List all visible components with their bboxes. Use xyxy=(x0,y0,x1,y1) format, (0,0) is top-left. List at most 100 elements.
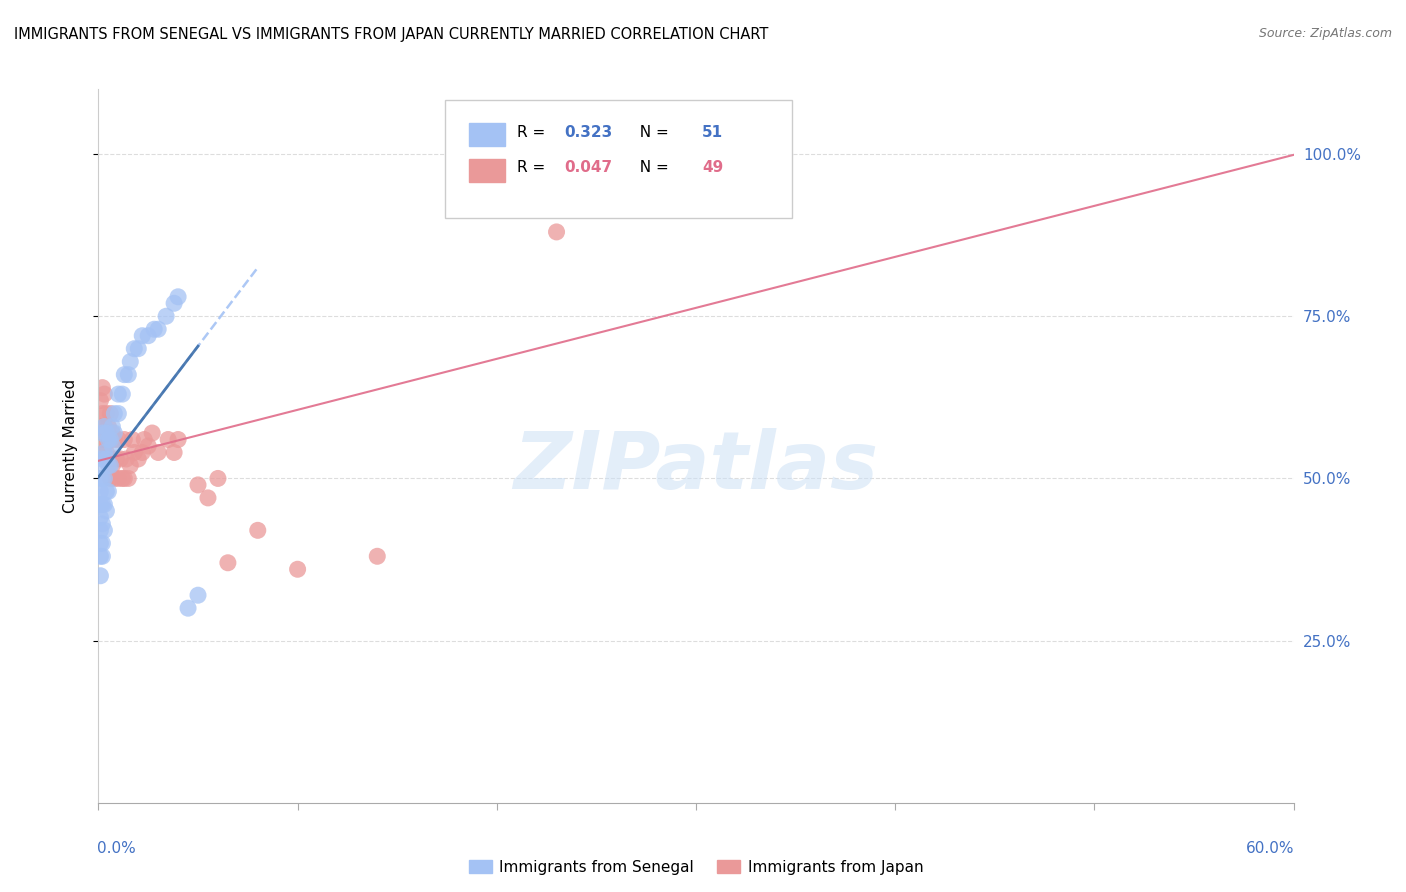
Point xyxy=(141,425,163,440)
Text: N =: N = xyxy=(630,125,673,139)
Point xyxy=(93,497,115,511)
Point xyxy=(89,549,111,564)
Point xyxy=(197,491,219,505)
Point xyxy=(91,433,114,447)
Point xyxy=(110,452,132,467)
Point xyxy=(107,407,129,421)
Point xyxy=(100,433,122,447)
Point xyxy=(287,562,309,576)
Point xyxy=(177,601,200,615)
Point xyxy=(157,433,180,447)
Point xyxy=(93,419,115,434)
Point xyxy=(100,407,122,421)
Point xyxy=(136,328,159,343)
Text: IMMIGRANTS FROM SENEGAL VS IMMIGRANTS FROM JAPAN CURRENTLY MARRIED CORRELATION C: IMMIGRANTS FROM SENEGAL VS IMMIGRANTS FR… xyxy=(14,27,769,42)
Point xyxy=(93,445,115,459)
Point xyxy=(366,549,388,564)
Text: R =: R = xyxy=(517,125,550,139)
Point xyxy=(89,458,111,473)
Text: 0.0%: 0.0% xyxy=(97,841,136,855)
Point xyxy=(91,381,114,395)
Point xyxy=(246,524,269,538)
Text: Source: ZipAtlas.com: Source: ZipAtlas.com xyxy=(1258,27,1392,40)
Point xyxy=(134,433,156,447)
Point xyxy=(107,387,129,401)
Point xyxy=(97,452,120,467)
Point xyxy=(91,407,114,421)
Point xyxy=(111,387,134,401)
Point xyxy=(127,452,149,467)
Point xyxy=(89,497,111,511)
Text: ZIPatlas: ZIPatlas xyxy=(513,428,879,507)
Text: 0.047: 0.047 xyxy=(565,161,613,175)
Point xyxy=(117,471,139,485)
Point xyxy=(112,433,135,447)
Point xyxy=(91,536,114,550)
Point xyxy=(187,588,209,602)
Point xyxy=(115,452,138,467)
Point xyxy=(148,445,170,459)
Point xyxy=(155,310,177,324)
Point xyxy=(143,322,166,336)
Point xyxy=(163,445,186,459)
Point xyxy=(97,484,120,499)
Point xyxy=(89,510,111,524)
Point xyxy=(96,407,118,421)
FancyBboxPatch shape xyxy=(470,159,505,182)
Point xyxy=(89,393,111,408)
Text: N =: N = xyxy=(630,161,673,175)
Point xyxy=(91,516,114,531)
Point xyxy=(103,425,125,440)
Text: 49: 49 xyxy=(702,161,723,175)
Point xyxy=(187,478,209,492)
Point xyxy=(100,458,122,473)
Point xyxy=(131,328,153,343)
Point xyxy=(167,433,190,447)
Point xyxy=(91,497,114,511)
Point xyxy=(148,322,170,336)
Point xyxy=(120,458,142,473)
Point xyxy=(217,556,239,570)
Text: 60.0%: 60.0% xyxy=(1246,841,1295,855)
Point xyxy=(112,368,135,382)
Point xyxy=(124,445,146,459)
Point xyxy=(97,433,120,447)
Point xyxy=(207,471,229,485)
Point xyxy=(100,433,122,447)
Point xyxy=(96,445,118,459)
Point xyxy=(107,471,129,485)
Point xyxy=(127,342,149,356)
Text: 51: 51 xyxy=(702,125,723,139)
Point xyxy=(96,425,118,440)
Point xyxy=(89,471,111,485)
Point xyxy=(120,354,142,368)
Point xyxy=(121,433,143,447)
Point xyxy=(93,387,115,401)
Point xyxy=(96,504,118,518)
Point xyxy=(124,342,146,356)
FancyBboxPatch shape xyxy=(470,123,505,146)
Point xyxy=(91,471,114,485)
Point xyxy=(446,140,468,154)
Point xyxy=(89,524,111,538)
Point xyxy=(101,425,124,440)
Point xyxy=(546,225,568,239)
Point xyxy=(89,419,111,434)
Point xyxy=(93,419,115,434)
Point xyxy=(111,471,134,485)
Point xyxy=(91,549,114,564)
Text: 0.323: 0.323 xyxy=(565,125,613,139)
Point xyxy=(107,433,129,447)
Point xyxy=(103,471,125,485)
Point xyxy=(93,471,115,485)
Point xyxy=(167,290,190,304)
Point xyxy=(97,458,120,473)
Point xyxy=(89,568,111,582)
Point xyxy=(131,445,153,459)
Point xyxy=(91,452,114,467)
Text: R =: R = xyxy=(517,161,550,175)
Point xyxy=(136,439,159,453)
Point xyxy=(93,524,115,538)
FancyBboxPatch shape xyxy=(444,100,792,218)
Point xyxy=(96,484,118,499)
